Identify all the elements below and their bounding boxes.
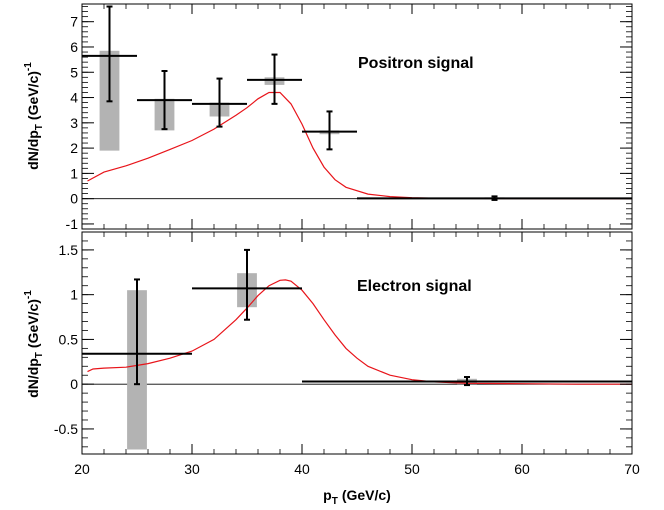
electron-y-axis-title-units: (GeV/c) [25,299,41,348]
electron-panel: -0.5 0 0.5 1 1.5 20 30 40 50 60 70 Electron signa… [23,231,640,507]
positron-data-point [357,195,632,201]
electron-data-point [302,376,632,387]
positron-y-tick-label: 4 [70,90,78,106]
positron-data-point [82,5,137,103]
positron-y-tick-label: -1 [66,216,79,232]
electron-plot-frame [81,231,633,455]
positron-signal-label: Positron signal [358,55,474,72]
positron-plot-frame [81,3,633,230]
positron-data-points [82,5,632,201]
electron-y-tick-label: -0.5 [54,421,78,437]
electron-y-axis-title: dN/dpT (GeV/c)-1 [23,290,45,398]
electron-y-axis-title-main: dN/dp [25,358,41,398]
electron-y-axis-ticks: -0.5 0 0.5 1 1.5 [54,240,632,448]
positron-y-axis-title-units: (GeV/c) [25,71,41,120]
electron-y-tick-label: 0.5 [59,331,79,347]
positron-y-tick-label: 5 [70,64,78,80]
positron-data-point [247,53,302,105]
positron-y-tick-label: 2 [70,140,78,156]
electron-model-curve [87,279,632,385]
electron-systematic-bands [127,273,477,450]
electron-y-tick-label: 1.5 [59,242,79,258]
electron-model-curve-group [87,279,632,385]
positron-data-point [302,110,357,151]
x-tick-label: 50 [404,461,420,477]
positron-data-point [137,69,192,131]
positron-y-axis-title-main: dN/dp [25,130,41,170]
x-tick-label: 30 [184,461,200,477]
electron-y-axis-title-sup: -1 [23,290,34,299]
electron-data-points [82,248,632,387]
electron-y-tick-label: 1 [70,287,78,303]
positron-data-point [192,77,247,128]
positron-y-tick-label: 3 [70,115,78,131]
electron-signal-label: Electron signal [357,278,472,295]
x-axis-title-units: (GeV/c) [342,487,391,503]
x-tick-label: 60 [514,461,530,477]
positron-y-tick-label: 7 [70,14,78,30]
electron-y-axis-title-sub: T [34,352,45,358]
x-axis-ticks: 20 30 40 50 60 70 [74,232,640,477]
electron-y-tick-label: 0 [70,376,78,392]
positron-y-axis-ticks: -1 0 1 2 3 4 5 6 7 [66,4,633,232]
positron-y-tick-label: 6 [70,39,78,55]
x-tick-label: 70 [624,461,640,477]
x-axis-title-main: p [323,487,332,503]
positron-panel: -1 0 1 2 3 4 5 6 7 Positron signal dN/dpT (GeV/c)… [23,3,633,232]
x-axis-title-sub: T [332,496,338,507]
electron-data-point [82,278,192,386]
x-axis-title: pT (GeV/c) [323,487,391,507]
positron-y-axis-title-sup: -1 [23,62,34,71]
positron-y-tick-label: 0 [70,191,78,207]
x-tick-label: 40 [294,461,310,477]
electron-data-point [192,248,302,321]
positron-y-tick-label: 1 [70,165,78,181]
positron-y-axis-title: dN/dpT (GeV/c)-1 [23,62,45,170]
x-tick-label: 20 [74,461,90,477]
positron-y-axis-title-sub: T [34,124,45,130]
